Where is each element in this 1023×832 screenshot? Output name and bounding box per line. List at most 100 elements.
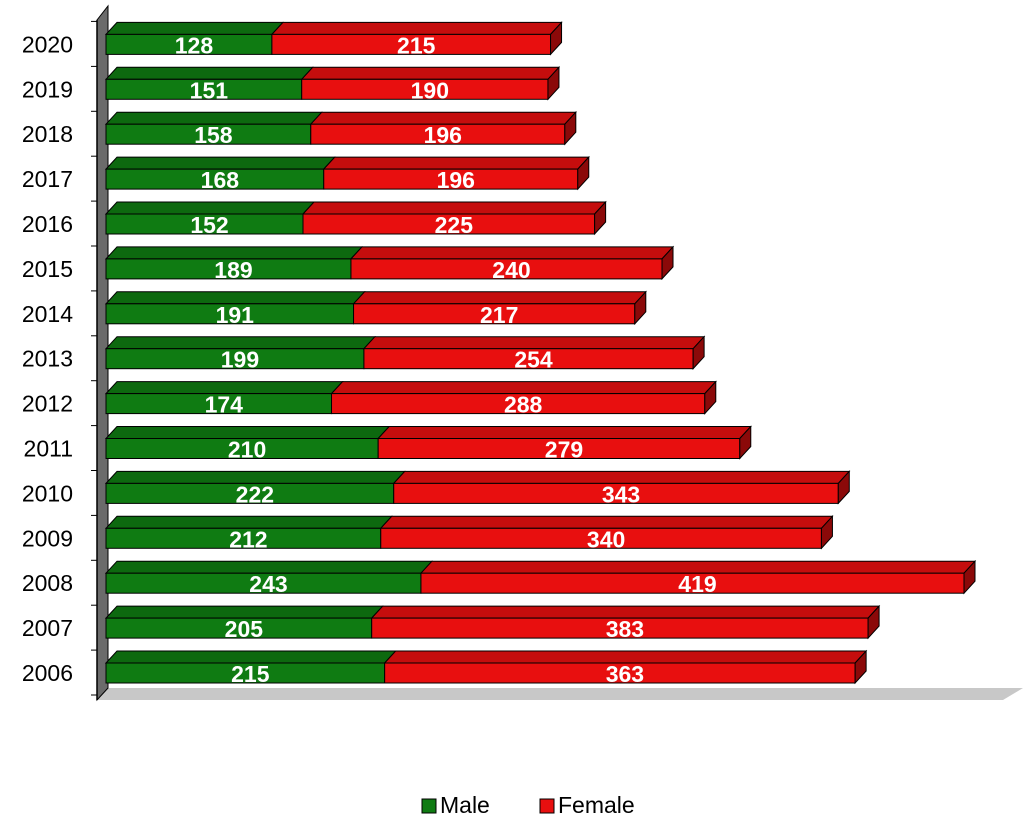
data-label: 199 — [221, 347, 259, 373]
bar-female: 196 — [322, 155, 590, 193]
data-label: 205 — [225, 616, 264, 642]
data-label: 152 — [190, 212, 228, 238]
bar-female: 288 — [330, 380, 717, 418]
bar-side-face — [867, 604, 880, 640]
bar-male: 199 — [104, 336, 377, 373]
bar-female: 419 — [419, 559, 977, 597]
bar-side-face — [739, 425, 752, 460]
y-tick-label: 2011 — [24, 436, 73, 462]
y-tick-label: 2019 — [22, 76, 73, 102]
data-label: 196 — [424, 122, 462, 148]
bar-female: 254 — [362, 335, 706, 373]
data-label: 222 — [236, 481, 274, 507]
bar-side-face — [577, 155, 590, 191]
bar-side-face — [564, 110, 577, 146]
bar-female: 225 — [301, 200, 607, 238]
bar-side-face — [550, 21, 563, 56]
bar-male: 215 — [104, 650, 397, 687]
bar-side-face — [692, 335, 705, 370]
data-label: 343 — [602, 481, 640, 507]
bar-male: 128 — [104, 21, 285, 58]
y-tick-label: 2018 — [22, 121, 73, 147]
data-label: 158 — [194, 122, 233, 148]
data-label: 191 — [216, 302, 255, 328]
bar-male: 212 — [104, 515, 393, 552]
data-label: 174 — [205, 392, 244, 418]
data-label: 240 — [492, 257, 530, 283]
bar-female: 215 — [270, 21, 563, 58]
data-label: 128 — [175, 32, 214, 58]
y-tick-label: 2008 — [22, 570, 73, 596]
data-label: 215 — [231, 661, 270, 687]
y-tick-label: 2013 — [22, 346, 73, 372]
bars-group: 128 215 151 190 158 196 168 196 152 225 189 240 191 2… — [104, 21, 977, 687]
bar-female: 340 — [379, 515, 834, 552]
bar-female: 279 — [377, 425, 752, 463]
y-tick-label: 2014 — [22, 301, 73, 327]
bar-male: 151 — [104, 66, 314, 103]
bar-female: 363 — [383, 649, 868, 687]
bar-male: 168 — [104, 156, 336, 193]
data-label: 254 — [514, 347, 553, 373]
bar-male: 158 — [104, 111, 323, 148]
data-label: 243 — [249, 571, 287, 597]
bar-male: 210 — [104, 426, 391, 463]
y-tick-label: 2016 — [22, 211, 73, 237]
bar-female: 196 — [309, 110, 577, 148]
data-label: 151 — [190, 77, 229, 103]
bar-male: 152 — [104, 201, 316, 238]
bar-female: 240 — [349, 245, 675, 283]
data-label: 419 — [678, 571, 716, 597]
bar-female: 343 — [392, 470, 851, 507]
data-label: 279 — [545, 437, 583, 463]
bar-male: 174 — [104, 381, 344, 418]
legend-swatch-male — [421, 798, 437, 814]
y-tick-label: 2015 — [22, 256, 73, 282]
bar-male: 243 — [104, 560, 434, 597]
data-label: 212 — [229, 526, 267, 552]
data-label: 190 — [411, 77, 449, 103]
bar-side-face — [634, 290, 647, 326]
data-label: 210 — [228, 437, 266, 463]
legend-label-male: Male — [440, 792, 490, 818]
bar-female: 190 — [300, 66, 561, 103]
legend-label-female: Female — [558, 792, 635, 818]
data-label: 189 — [214, 257, 252, 283]
y-tick-label: 2010 — [22, 480, 73, 506]
bar-male: 189 — [104, 246, 364, 283]
legend-swatch-female — [539, 798, 555, 814]
bar-side-face — [963, 559, 976, 595]
legend: Male Female — [421, 792, 635, 818]
y-tick-label: 2006 — [22, 660, 73, 686]
data-label: 288 — [504, 392, 543, 418]
y-tick-label: 2020 — [22, 31, 73, 57]
bar-side-face — [547, 66, 560, 101]
bar-side-face — [704, 380, 717, 415]
bar-side-face — [594, 200, 607, 236]
bar-side-face — [837, 470, 850, 505]
bar-female: 383 — [370, 604, 881, 642]
data-label: 340 — [587, 526, 625, 552]
y-tick-label: 2009 — [22, 525, 73, 551]
data-label: 168 — [201, 167, 240, 193]
y-tick-label: 2007 — [22, 615, 73, 641]
data-label: 363 — [606, 661, 644, 687]
bar-male: 222 — [104, 470, 406, 507]
bar-side-face — [820, 515, 833, 550]
floor — [97, 688, 1023, 700]
bar-male: 205 — [104, 605, 384, 642]
data-label: 215 — [397, 32, 436, 58]
chart-walls — [96, 4, 1023, 702]
data-label: 217 — [480, 302, 518, 328]
data-label: 383 — [606, 616, 644, 642]
bar-side-face — [661, 245, 674, 281]
y-tick-label: 2017 — [22, 166, 73, 192]
data-label: 225 — [435, 212, 474, 238]
bar-female: 217 — [352, 290, 647, 328]
y-tick-label: 2012 — [22, 391, 73, 417]
bar-male: 191 — [104, 291, 366, 328]
y-axis: 2006 2007 2008 2009 2010 2011 2012 2013 2014 2015… — [22, 20, 98, 700]
bar-side-face — [854, 649, 867, 685]
data-label: 196 — [437, 167, 475, 193]
